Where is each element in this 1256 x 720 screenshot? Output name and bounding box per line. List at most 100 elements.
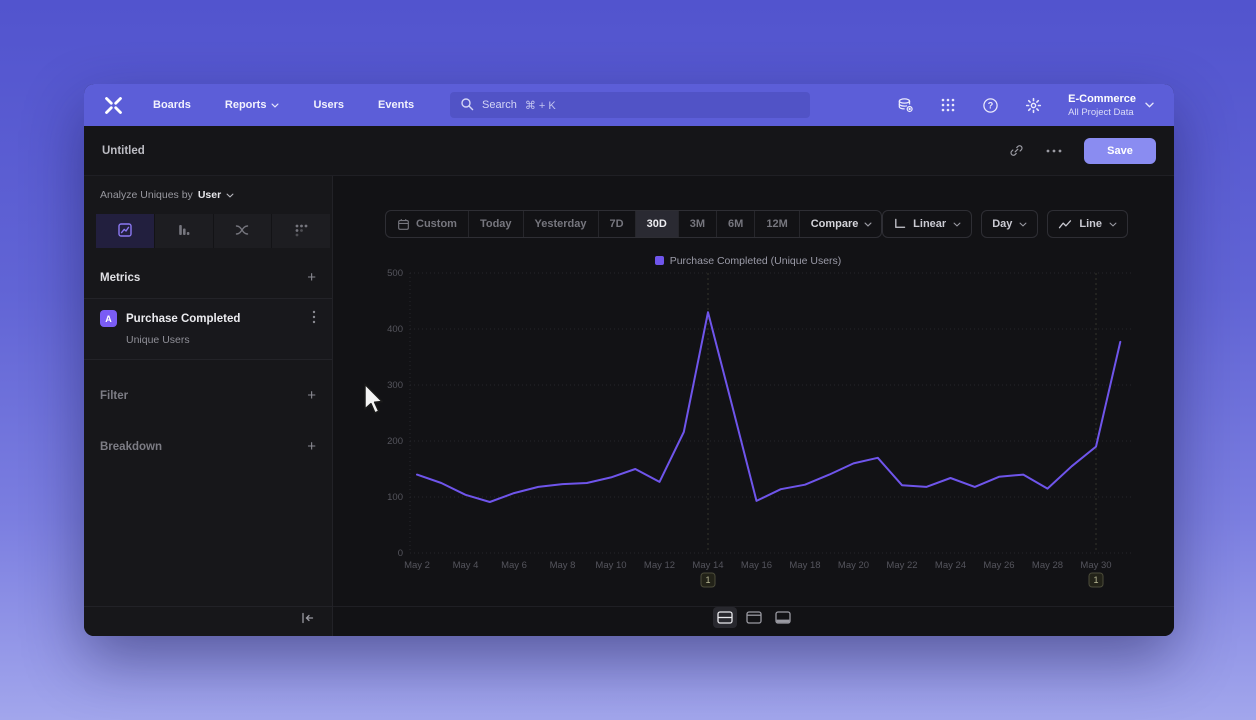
breakdown-section-header: Breakdown +: [84, 439, 332, 454]
range-label: Custom: [416, 218, 457, 230]
scale-dropdown[interactable]: Linear: [882, 210, 973, 238]
funnels-icon: [176, 222, 192, 241]
tab-retention[interactable]: [272, 214, 330, 248]
mixpanel-logo-icon[interactable]: [104, 96, 123, 115]
view-controls: Linear Day Line: [882, 210, 1128, 238]
range-label: Today: [479, 218, 512, 230]
chevron-down-icon: [1019, 222, 1027, 227]
svg-text:May 16: May 16: [741, 560, 772, 571]
data-sources-icon[interactable]: [897, 97, 914, 114]
metric-name: Purchase Completed: [126, 312, 241, 325]
filter-section-header: Filter +: [84, 388, 332, 403]
tab-insights[interactable]: [96, 214, 154, 248]
search-shortcut: ⌘ + K: [524, 99, 556, 112]
layout-toggles: [704, 607, 803, 628]
svg-text:1: 1: [1093, 575, 1098, 585]
chevron-down-icon: [864, 222, 872, 227]
interval-dropdown[interactable]: Day: [981, 210, 1039, 238]
top-nav-bar: Boards Reports Users Events Search ⌘ + K: [84, 84, 1174, 126]
chart-panel: Custom Today Yesterday 7D 30D 3M 6M 12M Compare …: [333, 176, 1174, 636]
nav-item-events[interactable]: Events: [378, 99, 414, 111]
search-input[interactable]: Search ⌘ + K: [450, 92, 810, 118]
collapse-sidebar-button[interactable]: [299, 610, 316, 629]
chevron-down-icon: [953, 222, 961, 227]
breakdown-label: Breakdown: [100, 440, 162, 453]
range-6m[interactable]: 6M: [716, 211, 754, 237]
svg-text:400: 400: [387, 324, 403, 335]
range-label: 3M: [689, 218, 706, 230]
gear-icon[interactable]: [1025, 97, 1042, 114]
svg-text:May 10: May 10: [595, 560, 626, 571]
help-icon[interactable]: ?: [982, 97, 999, 114]
app-window: Boards Reports Users Events Search ⌘ + K: [84, 84, 1174, 636]
annotation-marker[interactable]: 1: [1088, 273, 1104, 588]
layout-bottom-bar-button[interactable]: [771, 607, 795, 628]
svg-text:May 4: May 4: [453, 560, 479, 571]
chart-type-dropdown[interactable]: Line: [1047, 210, 1128, 238]
compare-label: Compare: [810, 218, 859, 230]
range-7d[interactable]: 7D: [597, 211, 635, 237]
svg-text:May 2: May 2: [404, 560, 430, 571]
link-icon[interactable]: [1009, 143, 1024, 158]
svg-text:May 12: May 12: [644, 560, 675, 571]
range-custom[interactable]: Custom: [386, 211, 468, 237]
save-button[interactable]: Save: [1084, 137, 1156, 164]
kebab-menu-icon[interactable]: [312, 310, 316, 327]
insights-icon: [117, 222, 133, 241]
project-switcher[interactable]: E-Commerce All Project Data: [1068, 93, 1154, 118]
analyze-selector[interactable]: Analyze Uniques by User: [84, 176, 332, 212]
tab-funnels[interactable]: [154, 214, 213, 248]
svg-text:May 22: May 22: [886, 560, 917, 571]
apps-grid-icon[interactable]: [940, 97, 956, 113]
range-label: 6M: [728, 218, 744, 230]
layout-split-horizontal-button[interactable]: [712, 607, 737, 628]
tab-flows[interactable]: [213, 214, 272, 248]
date-range-group: Custom Today Yesterday 7D 30D 3M 6M 12M Compare: [385, 210, 883, 238]
y-grid: 0 100 200 300 400 500: [387, 268, 1133, 559]
nav-links: Boards Reports Users Events: [153, 99, 414, 111]
axis-icon: [895, 218, 906, 228]
add-metric-button[interactable]: +: [307, 269, 316, 286]
svg-text:May 28: May 28: [1032, 560, 1063, 571]
legend-swatch: [654, 256, 664, 265]
scale-label: Linear: [913, 218, 947, 230]
range-label: 30D: [646, 218, 667, 230]
nav-item-reports[interactable]: Reports: [225, 99, 280, 111]
chart-type-label: Line: [1079, 218, 1102, 230]
report-title-bar: Untitled Save: [84, 126, 1174, 176]
range-label: Yesterday: [534, 218, 587, 230]
more-ellipsis-icon[interactable]: [1046, 149, 1062, 153]
report-type-tabs: [96, 214, 330, 248]
chevron-down-icon: [1145, 99, 1154, 111]
metrics-section-header: Metrics +: [84, 270, 332, 285]
svg-text:May 24: May 24: [935, 560, 966, 571]
nav-item-label: Boards: [153, 99, 191, 111]
range-3m[interactable]: 3M: [677, 211, 716, 237]
project-scope: All Project Data: [1068, 106, 1134, 118]
layout-top-bar-button[interactable]: [742, 607, 766, 628]
add-breakdown-button[interactable]: +: [307, 438, 316, 455]
range-30d[interactable]: 30D: [634, 211, 678, 237]
metric-measurement[interactable]: Unique Users: [126, 334, 190, 346]
analyze-label: Analyze Uniques by: [100, 189, 193, 201]
filter-label: Filter: [100, 389, 129, 402]
annotation-marker[interactable]: 1: [700, 273, 716, 588]
interval-label: Day: [992, 218, 1013, 230]
svg-text:?: ?: [988, 100, 994, 110]
range-today[interactable]: Today: [467, 211, 523, 237]
range-yesterday[interactable]: Yesterday: [522, 211, 598, 237]
report-title[interactable]: Untitled: [102, 144, 145, 157]
metric-badge: A: [100, 310, 117, 327]
chart-legend[interactable]: Purchase Completed (Unique Users): [410, 255, 1086, 267]
metric-card[interactable]: A Purchase Completed Unique Users: [84, 298, 332, 360]
range-12m[interactable]: 12M: [754, 211, 798, 237]
compare-dropdown[interactable]: Compare: [798, 211, 881, 237]
add-filter-button[interactable]: +: [307, 387, 316, 404]
nav-item-users[interactable]: Users: [313, 99, 344, 111]
svg-text:May 18: May 18: [789, 560, 820, 571]
nav-item-boards[interactable]: Boards: [153, 99, 191, 111]
svg-text:500: 500: [387, 268, 403, 279]
nav-item-label: Events: [378, 99, 415, 111]
